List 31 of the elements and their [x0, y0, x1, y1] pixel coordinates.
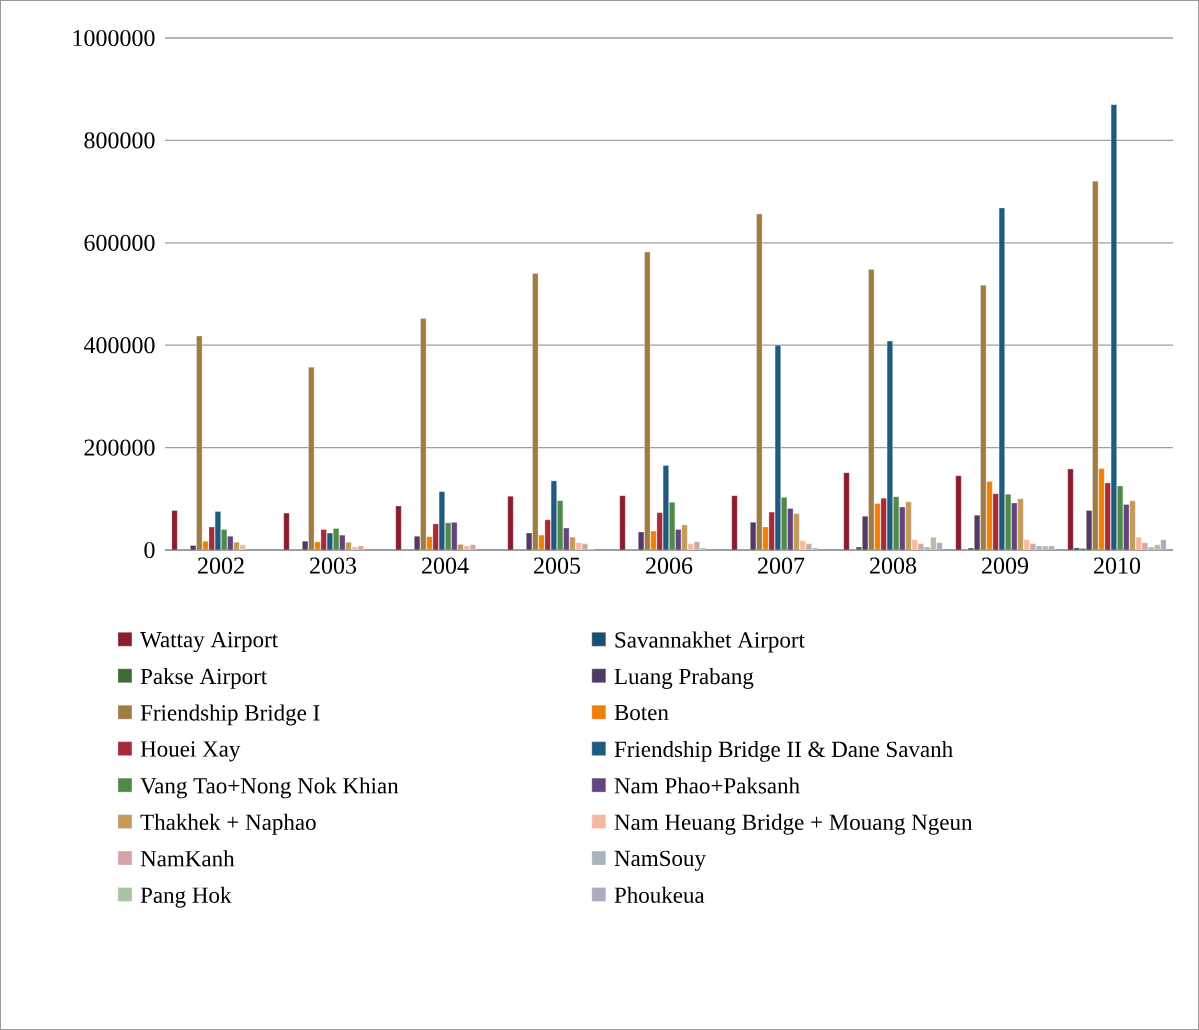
legend-label: Friendship Bridge II & Dane Savanh	[614, 740, 953, 762]
legend-label: Nam Heuang Bridge + Mouang Ngeun	[614, 813, 973, 835]
legend-label: Vang Tao+Nong Nok Khian	[140, 777, 399, 799]
y-tick-label: 0	[144, 541, 155, 559]
x-tick-label: 2004	[422, 557, 469, 574]
legend-label: Friendship Bridge I	[140, 704, 320, 726]
legend-label: Houei Xay	[140, 741, 241, 762]
x-tick-label: 2006	[646, 557, 693, 574]
y-tick-label: 400000	[83, 337, 155, 354]
legend-label: NamSouy	[614, 850, 706, 871]
x-tick-label: 2003	[310, 557, 357, 574]
y-tick-label: 600000	[84, 234, 155, 251]
y-tick-label: 800000	[84, 132, 155, 149]
legend-label: Thakhek + Naphao	[140, 813, 316, 835]
legend-label: NamKanh	[140, 850, 235, 867]
legend-label: Phoukeua	[614, 886, 705, 903]
y-tick-label: 200000	[84, 439, 155, 456]
x-tick-label: 2010	[1094, 557, 1141, 574]
legend-label: Nam Phao+Paksanh	[614, 777, 800, 794]
x-tick-label: 2005	[534, 557, 581, 574]
legend-label: Boten	[614, 704, 669, 721]
legend-label: Wattay Airport	[140, 631, 278, 653]
x-tick-label: 2002	[198, 557, 244, 574]
y-tick-label: 1000000	[73, 29, 155, 47]
legend-label: Pakse Airport	[140, 668, 268, 689]
legend-label: Luang Prabang	[614, 668, 754, 689]
x-tick-label: 2009	[982, 557, 1029, 574]
x-tick-label: 2007	[758, 557, 805, 574]
legend-label: Pang Hok	[140, 886, 232, 908]
legend-label: Savannakhet Airport	[615, 631, 805, 653]
x-tick-label: 2008	[870, 557, 917, 574]
